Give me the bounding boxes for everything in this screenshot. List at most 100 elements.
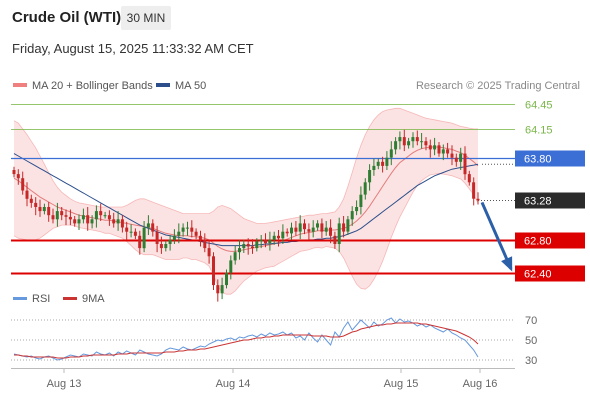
candle-body — [381, 161, 385, 166]
candle-body — [290, 227, 293, 234]
x-axis-ticks: Aug 13 Aug 14 Aug 15 Aug 16 — [47, 368, 498, 390]
bollinger-legend-label: MA 20 + Bollinger Bands — [32, 80, 153, 92]
candle-body — [99, 211, 103, 216]
candle-body — [155, 231, 159, 244]
candle-body — [203, 239, 207, 249]
level-64-45-label: 64.45 — [525, 100, 553, 112]
candle-body — [467, 174, 471, 183]
candle-body — [459, 153, 463, 162]
candle-body — [120, 219, 124, 228]
rsi-ma-line — [14, 322, 479, 359]
candle-body — [25, 190, 29, 199]
candle-body — [42, 207, 46, 212]
bollinger-legend-swatch — [13, 83, 27, 87]
candle-body — [476, 198, 480, 201]
candle-body — [368, 170, 372, 183]
candle-body — [73, 219, 77, 224]
candle-body — [129, 231, 133, 233]
candle-body — [320, 223, 324, 232]
candle-body — [181, 227, 185, 232]
x-tick-label: Aug 15 — [384, 378, 419, 390]
candlestick-layer — [12, 129, 480, 302]
candle-body — [307, 229, 311, 232]
candle-body — [103, 215, 107, 217]
candle-body — [411, 137, 415, 142]
candle-body — [207, 248, 211, 257]
candle-body — [194, 231, 198, 236]
candle-body — [21, 178, 25, 191]
candle-body — [229, 260, 233, 273]
rsi-tick-70: 70 — [525, 315, 537, 327]
candle-body — [433, 145, 437, 150]
candle-body — [454, 157, 458, 162]
candle-body — [34, 202, 38, 207]
candle-body — [90, 219, 94, 224]
forecast-arrow-head — [501, 256, 513, 272]
forecast-arrow-layer — [480, 201, 513, 272]
candle-body — [55, 211, 59, 220]
candle-body — [415, 137, 419, 142]
candle-body — [125, 227, 129, 232]
candle-body — [272, 235, 276, 240]
rsi-ma-legend-label: 9MA — [82, 293, 105, 305]
candle-body — [159, 244, 163, 249]
candle-body — [446, 149, 450, 154]
moving-average-layer — [13, 146, 479, 252]
rsi-legend: RSI 9MA — [13, 293, 105, 305]
candle-body — [333, 235, 337, 244]
candle-body — [402, 137, 406, 146]
forecast-arrow-shaft — [480, 201, 513, 270]
level-63-28-label: 63.28 — [524, 196, 552, 208]
x-tick-label: Aug 14 — [216, 378, 251, 390]
level-62-8-label: 62.80 — [524, 236, 552, 248]
bollinger-band-area — [14, 108, 478, 295]
level-63-28-box — [515, 192, 585, 209]
price-level-layer — [11, 104, 515, 275]
candle-body — [255, 241, 259, 249]
candle-body — [112, 219, 116, 224]
candle-body — [311, 227, 315, 232]
level-63-8-box — [515, 150, 585, 167]
candle-body — [238, 248, 241, 253]
level-62-8-box — [515, 232, 585, 249]
bollinger-band-layer — [13, 107, 479, 295]
x-tick-label: Aug 16 — [463, 378, 498, 390]
candle-body — [12, 170, 16, 175]
candle-body — [385, 157, 389, 166]
candle-body — [51, 215, 55, 220]
candle-body — [138, 235, 142, 249]
candle-body — [472, 182, 476, 199]
candle-body — [324, 227, 328, 232]
candle-body — [437, 145, 441, 154]
candle-body — [172, 235, 176, 240]
candle-body — [424, 141, 428, 146]
candle-body — [428, 145, 432, 150]
candle-body — [190, 227, 194, 232]
candle-body — [355, 207, 359, 212]
rsi-ma-legend-swatch — [63, 297, 77, 300]
candle-body — [177, 231, 181, 236]
candle-body — [233, 252, 237, 261]
interval-selector[interactable]: 30 MIN — [121, 6, 171, 30]
candle-body — [77, 219, 81, 224]
level-62-4-box — [515, 265, 585, 282]
candle-body — [246, 244, 250, 247]
rsi-panel: 70 50 30 — [11, 315, 537, 367]
candle-body — [142, 227, 146, 249]
candle-body — [298, 223, 302, 232]
candle-body — [281, 231, 285, 239]
candle-body — [450, 153, 454, 158]
candle-body — [16, 174, 20, 179]
candle-body — [316, 223, 319, 228]
candle-body — [29, 198, 33, 203]
timestamp: Friday, August 15, 2025 11:33:32 AM CET — [12, 41, 254, 56]
candle-body — [68, 216, 72, 220]
candle-body — [285, 231, 289, 234]
candle-body — [372, 165, 376, 170]
candle-body — [407, 141, 411, 146]
bollinger-lower-line — [13, 172, 479, 295]
candle-body — [294, 227, 298, 232]
candle-body — [242, 244, 246, 249]
level-62-4-label: 62.40 — [524, 269, 552, 281]
